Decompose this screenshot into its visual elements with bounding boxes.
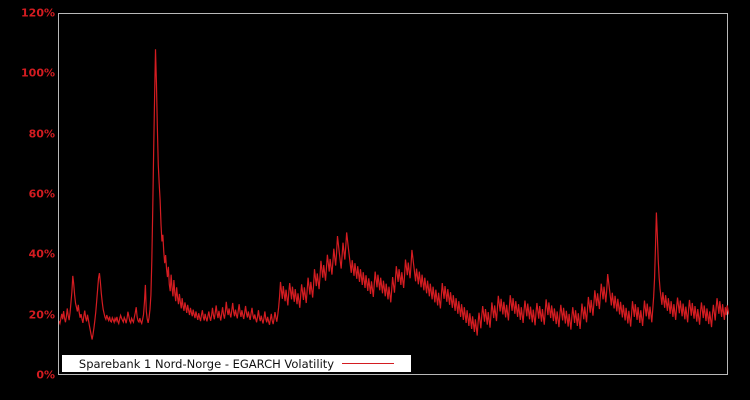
legend-line-sample bbox=[342, 363, 395, 364]
plot-area bbox=[58, 13, 729, 375]
volatility-series bbox=[59, 49, 729, 340]
y-tick-label: 80% bbox=[28, 127, 55, 141]
y-tick-label: 0% bbox=[36, 368, 55, 382]
y-axis-tick-labels: 0% 20% 40% 60% 80% 100% 120% bbox=[0, 0, 55, 400]
y-tick-label: 40% bbox=[28, 247, 55, 261]
legend-label: Sparebank 1 Nord-Norge - EGARCH Volatili… bbox=[78, 356, 335, 371]
y-tick-label: 60% bbox=[28, 187, 55, 201]
y-tick-label: 20% bbox=[28, 308, 55, 322]
chart-legend[interactable]: Sparebank 1 Nord-Norge - EGARCH Volatili… bbox=[62, 355, 411, 372]
y-tick-label: 120% bbox=[21, 6, 55, 20]
y-tick-label: 100% bbox=[21, 66, 55, 80]
series-line-egarch-volatility bbox=[59, 49, 729, 340]
